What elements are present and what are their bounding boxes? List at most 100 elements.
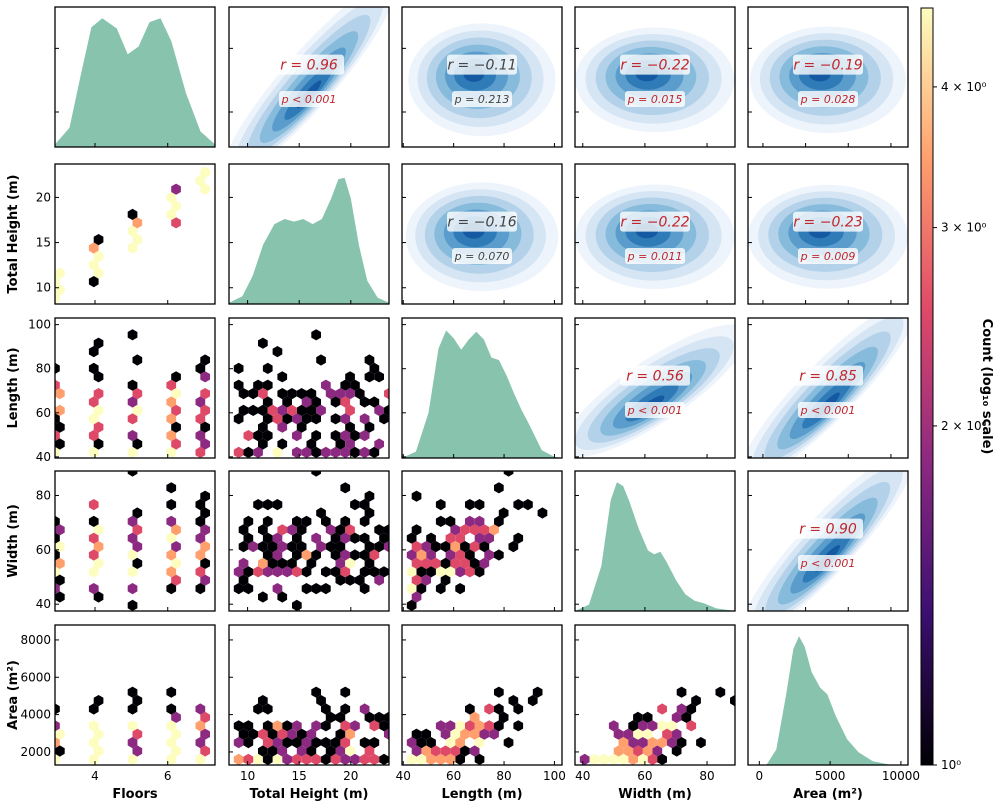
hexbin-cell — [369, 446, 380, 458]
hexbin-cell — [465, 499, 475, 511]
hexbin-cell — [623, 728, 634, 740]
panel-r2-c2 — [401, 317, 563, 459]
hexbin-cell — [55, 430, 60, 442]
hexbin-cell — [292, 515, 302, 527]
hexbin-cell — [369, 396, 380, 408]
hexbin-cell — [132, 557, 143, 569]
correlation-p-label: p = 0.213 — [454, 93, 510, 106]
panel-content — [55, 686, 210, 765]
panel-r0-c0 — [54, 6, 216, 148]
hexbin-cell — [171, 745, 181, 757]
hexbin-cell — [55, 379, 60, 391]
hexbin-cell — [166, 737, 177, 749]
pvalue-box — [625, 248, 685, 264]
hexbin-cell — [55, 583, 60, 595]
hexbin-cell — [200, 728, 210, 740]
hexbin-cell — [411, 490, 422, 502]
hexbin-cell — [262, 362, 273, 374]
hexbin-cell — [686, 720, 697, 732]
hexbin-cell — [345, 745, 355, 757]
panel-frame — [228, 317, 390, 459]
panel-r3-c1 — [228, 470, 390, 612]
hexbin-cell — [258, 438, 268, 450]
hexbin-cell — [253, 446, 263, 458]
hexbin-cell — [316, 695, 326, 707]
hexbin-cell — [277, 524, 288, 536]
hexbin-cell — [195, 430, 206, 442]
hexbin-cell — [195, 413, 206, 425]
hexbin-cell — [262, 720, 273, 732]
panel-r3-c4: r = 0.90 p < 0.001 — [747, 470, 909, 612]
hexbin-cell — [93, 421, 104, 433]
hexbin-cell — [445, 720, 456, 732]
hexbin-cell — [311, 430, 321, 442]
panel-frame — [54, 317, 216, 459]
hexbin-cell — [667, 737, 677, 749]
hexbin-cell — [335, 388, 346, 400]
hexbin-cell — [127, 413, 138, 425]
hexbin-cell — [93, 404, 104, 416]
hexbin-cell — [657, 703, 667, 715]
panel-frame — [747, 163, 909, 305]
hexbin-cell — [166, 549, 177, 561]
hexbin-cell — [248, 728, 258, 740]
hexbin-cell — [691, 695, 701, 707]
hexbin-cell — [166, 753, 177, 765]
hexbin-cell — [262, 515, 273, 527]
correlation-p-label: p < 0.001 — [627, 404, 683, 417]
panel-frame — [401, 6, 563, 148]
hexbin-cell — [171, 404, 181, 416]
hexbin-cell — [330, 753, 341, 765]
hexbin-cell — [243, 430, 254, 442]
hexbin-cell — [258, 421, 268, 433]
hexbin-cell — [127, 515, 138, 527]
hexbin-cell — [272, 566, 283, 578]
hexbin-cell — [330, 549, 341, 561]
x-tick-label: 15 — [292, 769, 307, 783]
panel-r2-c1 — [228, 317, 390, 459]
hexbin-cell — [384, 404, 389, 416]
hexbin-cell — [440, 574, 451, 586]
hexbin-cell — [55, 753, 60, 765]
hexbin-cell — [325, 745, 336, 757]
hexbin-cell — [88, 583, 99, 595]
hexbin-cell — [258, 745, 268, 757]
hexbin-cell — [479, 541, 490, 553]
panel-r1-c4: r = −0.23 p = 0.009 — [747, 163, 909, 305]
panel-frame — [574, 6, 736, 148]
hexbin-cell — [262, 396, 273, 408]
hexbin-cell — [426, 549, 436, 561]
hexbin-cell — [88, 346, 99, 358]
hexbin-cell — [272, 446, 283, 458]
hexbin-cell — [127, 379, 138, 391]
hexbin-cell — [340, 446, 351, 458]
kde-density-total-height — [229, 177, 389, 304]
hexbin-cell — [638, 720, 648, 732]
hexbin-cell — [200, 438, 210, 450]
hexbin-cell — [195, 583, 206, 595]
pvalue-box — [798, 402, 858, 418]
hexbin-cell — [233, 566, 244, 578]
hexbin-cell — [671, 711, 682, 723]
hexbin-cell — [359, 532, 370, 544]
y-tick-label: 15 — [36, 236, 51, 250]
hexbin-cell — [132, 354, 143, 366]
panel-content — [575, 27, 735, 133]
hexbin-cell — [421, 574, 431, 586]
panel-r4-c4 — [747, 624, 909, 766]
panel-frame — [401, 470, 563, 612]
correlation-box — [793, 54, 863, 75]
hexbin-cell — [282, 753, 292, 765]
x-tick-label: 100 — [543, 769, 566, 783]
hexbin-cell — [287, 404, 297, 416]
correlation-r-label: r = −0.23 — [793, 215, 862, 231]
hexbin-cell — [330, 446, 341, 458]
hexbin-cell — [166, 482, 177, 494]
hexbin-cell — [282, 737, 292, 749]
x-tick-label: 0 — [756, 769, 764, 783]
hexbin-cell — [282, 720, 292, 732]
hexbin-cell — [460, 557, 470, 569]
hexbin-cell — [340, 396, 351, 408]
panel-content — [748, 318, 908, 458]
hexbin-cell — [340, 686, 351, 698]
